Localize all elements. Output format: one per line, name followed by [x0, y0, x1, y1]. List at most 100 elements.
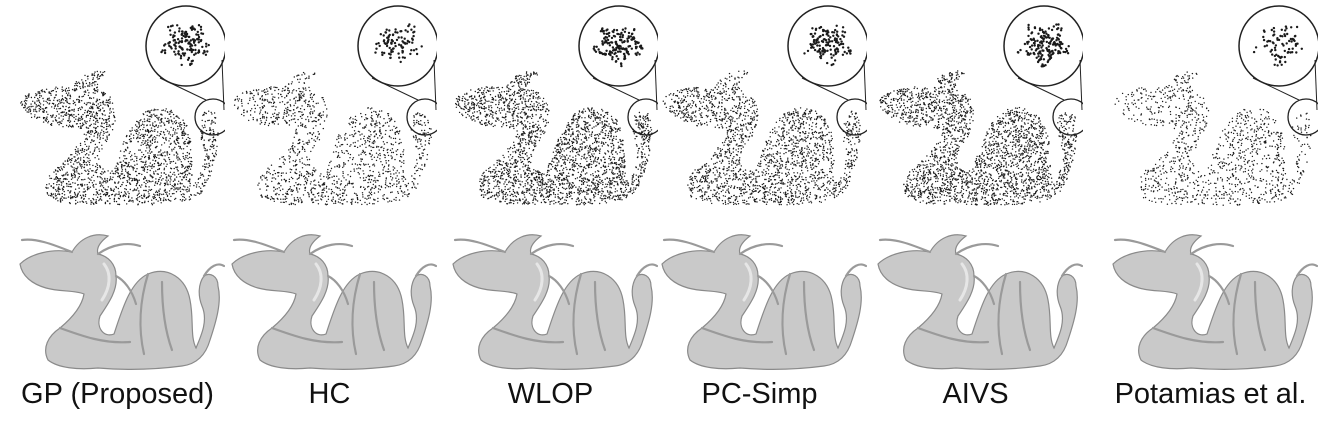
zoom-inset-circle — [357, 5, 437, 87]
mesh-detail — [96, 243, 142, 256]
zoom-connector — [1079, 59, 1083, 111]
zoom-connector — [1017, 77, 1065, 101]
mesh-body — [661, 234, 862, 370]
point-cloud-gp — [20, 5, 225, 206]
mesh-detail — [326, 274, 350, 306]
mesh-highlight — [312, 262, 323, 302]
mesh-detail — [1207, 274, 1231, 306]
mesh-detail — [232, 238, 286, 254]
mesh-highlight — [1193, 262, 1204, 302]
point-cloud-hc — [233, 5, 437, 206]
mesh-wlop — [452, 234, 658, 370]
point-cloud-points — [662, 70, 862, 206]
zoom-inset-points — [803, 24, 852, 67]
column-pcsimp: PC-Simp — [652, 0, 867, 422]
zoom-connector — [1314, 59, 1318, 111]
zoom-connector — [221, 59, 225, 111]
mesh-detail — [529, 243, 575, 256]
mesh-detail — [954, 243, 1000, 256]
caption-hc: HC — [308, 378, 351, 410]
zoom-connector — [371, 77, 419, 101]
caption-pcsimp: PC-Simp — [701, 378, 818, 410]
mesh-detail — [1232, 272, 1243, 356]
mesh-detail — [1018, 280, 1032, 352]
mesh-detail — [662, 238, 716, 254]
zoom-source-circle — [1052, 98, 1083, 136]
mesh-detail — [802, 280, 816, 352]
mesh-aivs — [877, 234, 1083, 370]
zoom-source-circle — [1287, 98, 1318, 136]
mesh-detail — [270, 326, 344, 344]
mesh-highlight — [958, 262, 969, 302]
mesh-detail — [756, 274, 780, 306]
mesh-detail — [308, 243, 354, 256]
mesh-hc — [231, 234, 437, 370]
mesh-detail — [844, 263, 867, 278]
zoom-inset-points — [1016, 23, 1070, 68]
point-cloud-aivs — [879, 5, 1083, 206]
mesh-body — [877, 234, 1078, 370]
zoom-inset-points — [592, 27, 644, 68]
zoom-inset-points — [1252, 25, 1303, 67]
point-cloud-potamias — [1114, 5, 1318, 206]
zoom-connector — [433, 59, 437, 111]
zoom-inset-circle — [145, 5, 225, 87]
mesh-detail — [972, 274, 996, 306]
mesh-detail — [372, 280, 386, 352]
point-cloud-points — [879, 70, 1078, 206]
point-cloud-points — [20, 70, 219, 206]
zoom-connector — [592, 77, 640, 101]
mesh-detail — [351, 272, 362, 356]
zoom-inset-points — [160, 24, 210, 67]
mesh-detail — [114, 274, 138, 306]
mesh-highlight — [100, 262, 111, 302]
column-wlop: WLOP — [443, 0, 658, 422]
mesh-detail — [202, 263, 225, 278]
zoom-inset-points — [374, 23, 423, 64]
mesh-body — [231, 234, 432, 370]
zoom-inset-circle — [1238, 5, 1318, 87]
point-cloud-wlop — [455, 5, 658, 206]
column-hc: HC — [222, 0, 437, 422]
mesh-detail — [1151, 326, 1225, 344]
mesh-highlight — [533, 262, 544, 302]
mesh-detail — [1295, 263, 1318, 278]
caption-wlop: WLOP — [507, 378, 594, 410]
mesh-detail — [453, 238, 507, 254]
column-aivs: AIVS — [868, 0, 1083, 422]
zoom-connector — [159, 77, 207, 101]
mesh-detail — [738, 243, 784, 256]
mesh-gp — [19, 234, 225, 370]
zoom-connector — [1252, 77, 1300, 101]
mesh-detail — [547, 274, 571, 306]
mesh-detail — [593, 280, 607, 352]
mesh-detail — [20, 238, 74, 254]
column-gp: GP (Proposed) — [10, 0, 225, 422]
zoom-connector — [863, 59, 867, 111]
point-cloud-pcsimp — [662, 5, 867, 206]
mesh-detail — [1113, 238, 1167, 254]
zoom-connector — [654, 59, 658, 111]
mesh-detail — [1060, 263, 1083, 278]
mesh-detail — [635, 263, 658, 278]
mesh-pcsimp — [661, 234, 867, 370]
mesh-detail — [700, 326, 774, 344]
column-potamias: Potamias et al. — [1103, 0, 1318, 422]
caption-potamias: Potamias et al. — [1114, 378, 1307, 410]
mesh-body — [19, 234, 220, 370]
mesh-detail — [878, 238, 932, 254]
mesh-detail — [160, 280, 174, 352]
point-cloud-points — [455, 71, 653, 206]
point-cloud-points — [1114, 71, 1312, 206]
mesh-body — [1112, 234, 1313, 370]
mesh-detail — [781, 272, 792, 356]
zoom-source-circle — [836, 98, 867, 136]
mesh-highlight — [742, 262, 753, 302]
mesh-detail — [572, 272, 583, 356]
caption-aivs: AIVS — [942, 378, 1009, 410]
mesh-detail — [139, 272, 150, 356]
mesh-detail — [997, 272, 1008, 356]
zoom-source-circle — [194, 98, 225, 136]
mesh-potamias — [1112, 234, 1318, 370]
